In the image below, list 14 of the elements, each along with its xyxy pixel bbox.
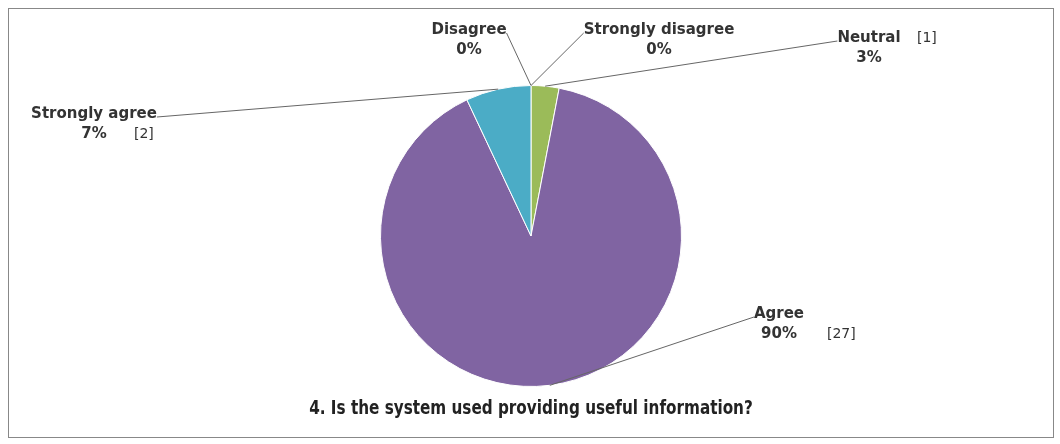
- data-label: 90%: [761, 324, 797, 343]
- text: 0%: [456, 40, 482, 59]
- text: [27]: [827, 324, 856, 341]
- category-label: Strongly disagree: [583, 20, 735, 39]
- data-label: 3%: [856, 48, 882, 67]
- text: [2]: [134, 124, 154, 141]
- text: [1]: [917, 28, 937, 45]
- data-label: 7%: [81, 124, 107, 143]
- category-label: Disagree: [431, 20, 507, 39]
- text: 4. Is the system used providing useful information?: [309, 395, 753, 419]
- text: 0%: [646, 40, 672, 59]
- slice-label: Agree: [753, 304, 805, 323]
- slice-label: Neutral: [837, 28, 901, 47]
- slice-label: Strongly agree: [31, 104, 157, 123]
